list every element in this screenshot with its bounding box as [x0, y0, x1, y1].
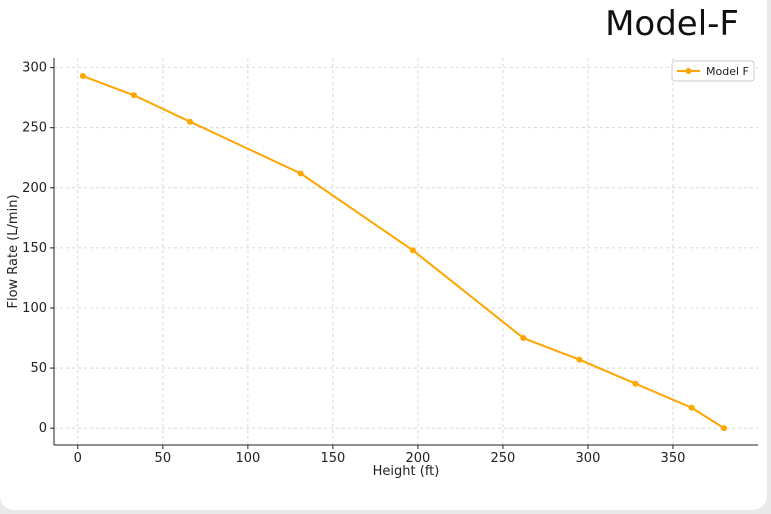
tick-labels: 0 50 100 150 200 250 300 350 0 50 100 150 200 250 300 — [22, 61, 685, 466]
legend-label: Model F — [706, 65, 749, 78]
legend-box — [671, 60, 755, 82]
y-axis-label: Flow Rate (L/min) — [6, 194, 21, 308]
axes — [50, 58, 758, 449]
y-tick-label: 150 — [22, 241, 47, 256]
x-axis-label: Height (ft) — [373, 464, 440, 479]
y-tick-label: 300 — [22, 61, 47, 76]
series-line — [82, 75, 725, 430]
x-tick-label: 50 — [155, 451, 172, 466]
y-tick-label: 250 — [22, 121, 47, 136]
data-point — [632, 380, 639, 387]
data-point — [130, 92, 137, 99]
data-point — [688, 404, 695, 411]
legend: Model F — [671, 60, 755, 82]
data-point — [297, 170, 304, 177]
chart-title: Model-F — [605, 4, 739, 44]
data-point — [576, 356, 583, 363]
y-tick-label: 100 — [22, 301, 47, 316]
y-tick-label: 0 — [39, 421, 47, 436]
x-tick-label: 0 — [74, 451, 82, 466]
data-point — [520, 335, 527, 342]
x-tick-label: 150 — [320, 451, 345, 466]
x-tick-label: 250 — [491, 451, 516, 466]
y-tick-label: 200 — [22, 181, 47, 196]
x-tick-label: 300 — [576, 451, 601, 466]
data-point — [409, 247, 416, 254]
legend-marker — [685, 68, 692, 74]
data-point — [187, 118, 194, 125]
x-tick-label: 100 — [235, 451, 260, 466]
y-tick-label: 50 — [30, 361, 47, 376]
grid — [54, 58, 758, 445]
x-tick-label: 350 — [661, 451, 686, 466]
x-tick-label: 200 — [405, 451, 430, 466]
data-point — [720, 425, 727, 432]
series-layer — [79, 73, 727, 432]
data-point — [79, 73, 86, 80]
